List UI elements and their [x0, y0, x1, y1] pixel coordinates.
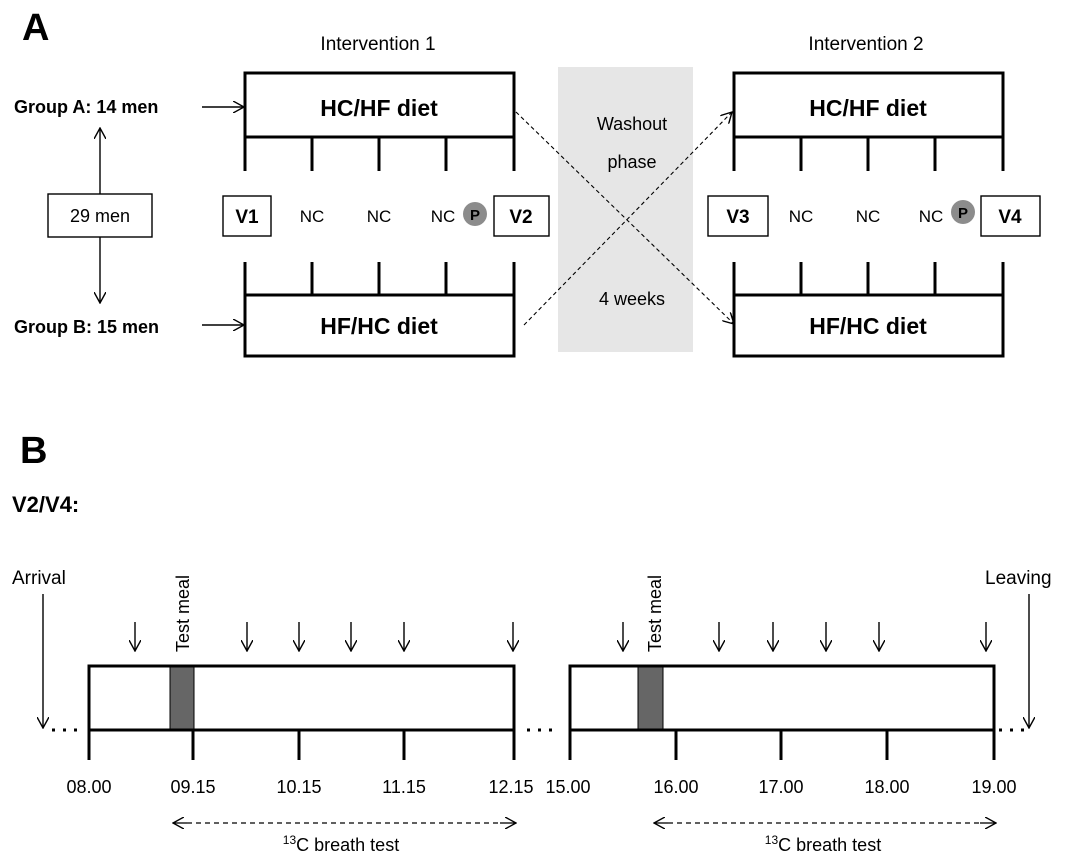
- breath-test-text: C breath test: [296, 835, 399, 855]
- group-a-label: Group A: 14 men: [14, 97, 158, 117]
- visit-v2-label: V2: [509, 207, 532, 228]
- afternoon-timeline-box: [568, 664, 996, 732]
- total-participants-box: [47, 193, 153, 238]
- afternoon-test-meal-bar: [637, 666, 664, 730]
- intervention-2-bottom-box: [732, 262, 1005, 358]
- time-tick-label: 10.15: [276, 777, 321, 797]
- morning-breath-test-label: 13C breath test: [283, 833, 399, 855]
- afternoon-test-meal-label: Test meal: [645, 575, 665, 652]
- nc-label: NC: [431, 207, 456, 226]
- time-tick-label: 09.15: [170, 777, 215, 797]
- visit-v1-label: V1: [235, 207, 259, 228]
- intervention-1-bottom-diet: HF/HC diet: [320, 313, 438, 339]
- washout-duration: 4 weeks: [599, 289, 665, 309]
- washout-label-line2: phase: [607, 152, 656, 172]
- breath-test-superscript: 13: [283, 833, 297, 847]
- breath-sample-arrows: [135, 622, 986, 651]
- p-marker: [951, 200, 975, 224]
- group-b-label: Group B: 15 men: [14, 317, 159, 337]
- crossover-arrow-b-to-a: [523, 112, 732, 326]
- p-marker-label: P: [958, 205, 968, 222]
- intervention-2-label: Intervention 2: [808, 34, 923, 55]
- breath-test-superscript: 13: [765, 833, 779, 847]
- time-tick-label: 08.00: [66, 777, 111, 797]
- crossover-arrow-a-to-b: [515, 111, 734, 324]
- time-tick-label: 17.00: [758, 777, 803, 797]
- visit-v3-label: V3: [726, 207, 749, 228]
- washout-phase-band: [558, 67, 693, 352]
- visit-v4-label: V4: [998, 207, 1022, 228]
- washout-label-line1: Washout: [597, 114, 667, 134]
- morning-test-meal-bar: [169, 666, 195, 730]
- time-tick-label: 16.00: [653, 777, 698, 797]
- breath-test-text: C breath test: [778, 835, 881, 855]
- time-tick-label: 15.00: [545, 777, 590, 797]
- visit-v2-box: [493, 195, 550, 237]
- leaving-label: Leaving: [985, 568, 1052, 589]
- time-tick-label: 11.15: [382, 777, 426, 797]
- intervention-2-bottom-diet: HF/HC diet: [809, 313, 927, 339]
- afternoon-breath-test-label: 13C breath test: [765, 833, 881, 855]
- arrival-label: Arrival: [12, 568, 66, 589]
- panel-b-letter: B: [20, 430, 47, 472]
- intervention-1-bottom-box: [243, 262, 516, 358]
- panel-b-subtitle: V2/V4:: [12, 492, 79, 517]
- time-tick-label: 19.00: [971, 777, 1016, 797]
- afternoon-ticks: [568, 730, 996, 760]
- p-marker-label: P: [470, 207, 480, 224]
- visit-v1-box: [222, 195, 272, 237]
- intervention-2-top-box: [732, 71, 1005, 171]
- nc-label: NC: [367, 207, 392, 226]
- time-tick-label: 12.15: [488, 777, 533, 797]
- visit-v4-box: [980, 195, 1041, 237]
- panel-a-letter: A: [22, 7, 49, 49]
- nc-label: NC: [919, 207, 944, 226]
- p-marker: [463, 202, 487, 226]
- morning-timeline-box: [87, 664, 516, 732]
- intervention-2-top-diet: HC/HF diet: [809, 95, 927, 121]
- nc-label: NC: [789, 207, 814, 226]
- time-tick-label: 18.00: [864, 777, 909, 797]
- nc-label: NC: [300, 207, 325, 226]
- intervention-1-top-box: [243, 71, 516, 171]
- morning-ticks: [87, 730, 516, 760]
- morning-test-meal-label: Test meal: [173, 575, 193, 652]
- total-participants-label: 29 men: [70, 206, 130, 226]
- intervention-1-label: Intervention 1: [320, 34, 435, 55]
- intervention-1-top-diet: HC/HF diet: [320, 95, 438, 121]
- nc-label: NC: [856, 207, 881, 226]
- visit-v3-box: [707, 195, 769, 237]
